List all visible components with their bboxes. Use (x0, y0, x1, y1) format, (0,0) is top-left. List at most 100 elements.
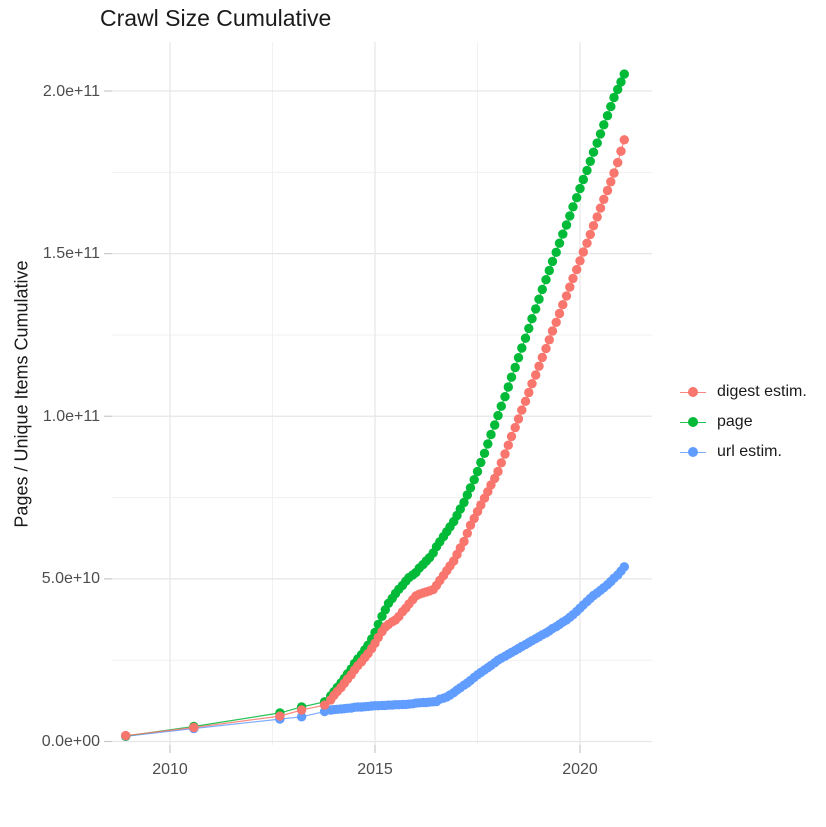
data-point (568, 202, 578, 212)
data-point (609, 92, 619, 103)
legend-label: url estim. (717, 443, 782, 460)
data-point (599, 120, 609, 130)
data-point (582, 165, 592, 176)
data-point (503, 440, 513, 450)
data-point (534, 294, 544, 304)
data-point (490, 420, 500, 430)
data-point (486, 429, 496, 440)
data-point (561, 220, 572, 230)
chart-title: Crawl Size Cumulative (100, 5, 332, 31)
data-point (572, 193, 582, 203)
data-point (565, 282, 575, 292)
data-point (531, 304, 541, 314)
y-tick-label: 0.0e+00 (41, 733, 100, 750)
data-point (496, 458, 506, 468)
data-point (476, 457, 486, 468)
data-point (121, 730, 131, 741)
legend-item-digest-estim-: digest estim. (680, 377, 807, 407)
data-point (595, 203, 606, 213)
data-point (524, 323, 534, 334)
data-point (510, 422, 520, 433)
legend: digest estim. page url estim. (680, 377, 807, 467)
data-point (479, 448, 490, 458)
data-point (619, 562, 629, 572)
legend-key-dot (688, 447, 698, 457)
data-point (582, 238, 592, 248)
data-point (500, 449, 510, 459)
data-point (517, 405, 527, 415)
data-point (189, 722, 199, 733)
data-point (296, 712, 307, 722)
data-point (599, 194, 609, 204)
data-point (565, 211, 575, 221)
data-point (483, 439, 493, 449)
data-point (544, 335, 554, 345)
data-point (558, 229, 568, 239)
data-point (551, 317, 561, 327)
data-point (527, 314, 537, 324)
x-tick-label: 2010 (152, 761, 188, 778)
data-point (537, 352, 547, 363)
data-point (585, 156, 595, 166)
data-point (537, 284, 547, 295)
data-point (513, 414, 524, 424)
data-point (520, 396, 531, 406)
data-point (595, 129, 606, 139)
data-point (493, 466, 503, 477)
data-point (459, 536, 469, 547)
data-point (520, 333, 531, 343)
data-point (575, 183, 585, 194)
data-point (506, 372, 517, 382)
data-point (527, 379, 537, 389)
data-point (496, 401, 506, 411)
data-point (547, 326, 558, 336)
data-point (588, 221, 599, 231)
data-point (602, 185, 613, 196)
y-tick-label: 1.0e+11 (42, 407, 100, 425)
data-point (465, 483, 476, 493)
data-point (616, 77, 626, 87)
data-point (606, 101, 616, 112)
legend-item-url-estim-: url estim. (680, 437, 807, 467)
data-point (585, 229, 595, 240)
data-point (319, 700, 330, 710)
legend-key-icon (680, 387, 706, 397)
x-tick-label: 2015 (357, 761, 393, 778)
data-point (459, 497, 469, 508)
legend-key-icon (680, 417, 706, 427)
data-point (541, 275, 551, 285)
data-point (531, 370, 541, 380)
data-point (503, 382, 513, 392)
data-point (575, 256, 585, 266)
data-point (275, 711, 285, 721)
data-point (544, 265, 554, 276)
data-point (613, 157, 623, 168)
data-point (554, 238, 565, 248)
data-point (472, 466, 483, 477)
legend-label: page (717, 413, 753, 430)
data-point (469, 475, 479, 485)
legend-key-dot (688, 387, 698, 397)
data-point (616, 146, 626, 156)
data-point (606, 177, 616, 187)
data-point (609, 168, 619, 178)
data-point (588, 147, 599, 157)
legend-key-icon (680, 447, 706, 457)
legend-key-dot (688, 417, 698, 427)
data-point (500, 392, 510, 402)
data-point (554, 308, 565, 319)
data-point (613, 84, 623, 95)
data-point (296, 705, 307, 715)
data-point (619, 69, 629, 79)
data-point (592, 212, 602, 222)
legend-item-page: page (680, 407, 807, 437)
data-point (568, 273, 578, 284)
data-point (561, 291, 572, 301)
data-point (558, 300, 568, 310)
data-point (578, 247, 588, 257)
data-point (462, 528, 472, 538)
data-point (517, 343, 527, 353)
data-point (547, 256, 558, 267)
data-point (602, 111, 613, 121)
